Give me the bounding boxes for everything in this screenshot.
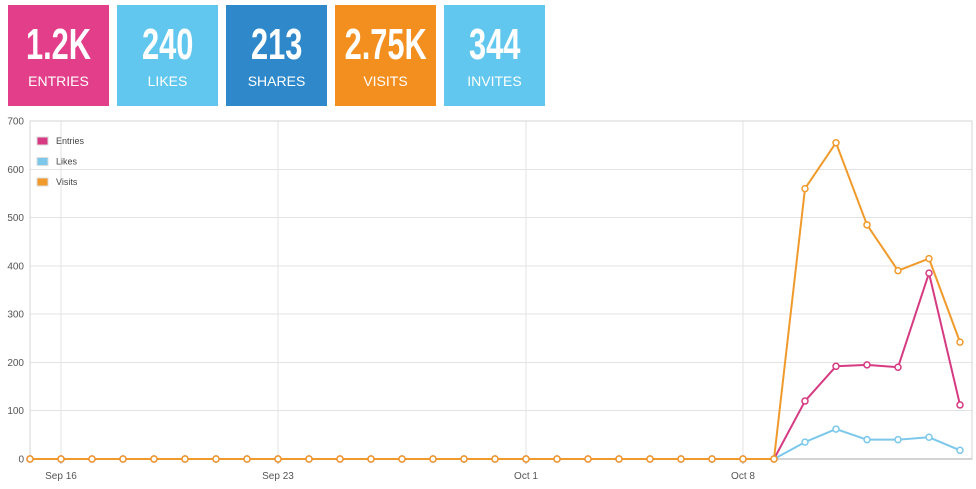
data-point-entries: [801, 397, 809, 405]
series-line-entries: [30, 272, 961, 460]
data-point-visits: [181, 455, 189, 463]
stats-bar: 1.2K ENTRIES 240 LIKES 213 SHARES 2.75K …: [8, 5, 545, 106]
data-point-visits: [398, 455, 406, 463]
stat-tile-likes: 240 LIKES: [117, 5, 218, 106]
data-point-likes: [925, 433, 933, 442]
stat-value-text: 1.2K: [25, 20, 92, 69]
data-point-entries: [925, 269, 933, 277]
data-point-likes: [832, 425, 840, 433]
stat-label: LIKES: [147, 73, 188, 89]
data-point-entries: [863, 361, 871, 369]
data-point-visits: [274, 455, 282, 463]
stat-value: 344: [444, 22, 545, 68]
stat-label: SHARES: [247, 73, 306, 89]
data-point-visits: [770, 455, 778, 463]
legend-swatch: [36, 157, 49, 166]
stat-label: VISITS: [363, 73, 408, 89]
legend-item-visits: Visits: [36, 177, 78, 187]
data-point-likes: [894, 435, 902, 444]
data-point-entries: [832, 362, 840, 371]
stat-value: 2.75K: [335, 22, 436, 68]
data-point-visits: [429, 455, 437, 463]
y-tick-label: 100: [7, 406, 24, 417]
data-point-visits: [305, 455, 313, 463]
stat-value: 213: [226, 22, 327, 68]
data-point-visits: [26, 455, 34, 463]
data-point-visits: [150, 455, 158, 463]
stat-value-text: 2.75K: [344, 20, 427, 69]
legend-item-entries: Entries: [36, 136, 85, 146]
data-point-visits: [801, 184, 809, 193]
data-point-visits: [119, 455, 127, 463]
y-tick-label: 700: [7, 117, 24, 128]
stat-tile-visits: 2.75K VISITS: [335, 5, 436, 106]
data-point-visits: [212, 455, 220, 463]
legend-label: Visits: [56, 177, 78, 187]
stat-tile-shares: 213 SHARES: [226, 5, 327, 106]
data-point-visits: [832, 138, 840, 147]
stat-value-text: 213: [250, 20, 303, 69]
x-tick-label: Oct 8: [731, 471, 755, 482]
data-point-likes: [801, 438, 809, 446]
chart-legend: Entries Likes Visits: [36, 136, 85, 187]
stat-label: ENTRIES: [28, 73, 89, 89]
legend-swatch: [36, 136, 49, 146]
y-tick-label: 400: [7, 261, 24, 272]
y-tick-label: 300: [7, 310, 24, 321]
stat-tile-invites: 344 INVITES: [444, 5, 545, 106]
data-point-likes: [863, 435, 871, 444]
data-point-visits: [863, 221, 871, 229]
data-point-visits: [88, 455, 96, 463]
legend-label: Likes: [56, 157, 78, 167]
data-point-visits: [677, 455, 685, 463]
data-point-entries: [894, 363, 902, 372]
y-tick-label: 600: [7, 165, 24, 176]
y-tick-label: 200: [7, 358, 24, 369]
data-point-visits: [615, 455, 623, 463]
data-point-visits: [336, 455, 344, 463]
series-line-likes: [30, 428, 961, 460]
data-point-visits: [739, 455, 747, 463]
legend-label: Entries: [56, 136, 85, 146]
data-point-visits: [584, 455, 592, 463]
stat-tile-entries: 1.2K ENTRIES: [8, 5, 109, 106]
x-tick-label: Sep 23: [262, 471, 294, 482]
legend-swatch: [36, 177, 49, 187]
data-point-visits: [460, 455, 468, 463]
stat-value: 1.2K: [8, 22, 109, 68]
data-point-visits: [894, 266, 902, 275]
x-tick-label: Sep 16: [45, 471, 77, 482]
data-point-visits: [553, 455, 561, 463]
data-point-visits: [925, 254, 933, 263]
data-point-visits: [956, 338, 964, 346]
y-tick-label: 0: [18, 455, 24, 466]
data-point-visits: [708, 455, 716, 463]
stat-value: 240: [117, 22, 218, 68]
data-point-visits: [522, 455, 530, 463]
y-tick-label: 500: [7, 213, 24, 224]
line-chart: 0 100 200 300 400 500 600 700 Sep 16 Sep 23 Oct 1 O…: [7, 117, 973, 482]
data-point-visits: [57, 455, 65, 463]
data-point-visits: [646, 455, 654, 463]
stat-label: INVITES: [467, 73, 522, 89]
data-point-likes: [956, 446, 964, 455]
plot-frame: [29, 120, 973, 460]
legend-item-likes: Likes: [36, 157, 78, 167]
stat-value-text: 240: [141, 20, 194, 69]
data-point-entries: [956, 401, 964, 409]
data-point-visits: [243, 455, 251, 463]
data-point-visits: [367, 455, 375, 463]
data-point-visits: [491, 455, 499, 463]
x-tick-label: Oct 1: [514, 471, 538, 482]
series-line-visits: [30, 141, 961, 460]
stat-value-text: 344: [468, 20, 521, 69]
